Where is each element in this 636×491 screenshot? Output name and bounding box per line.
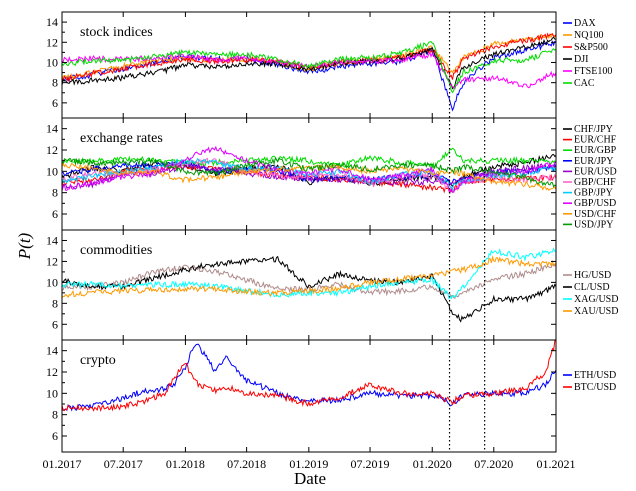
y-tick-label: 10	[46, 164, 58, 178]
legend-label: EUR/GBP	[574, 145, 617, 156]
panel-title: commodities	[80, 243, 152, 258]
series-line-CL/USD	[62, 255, 556, 323]
series-line-DJI	[62, 36, 556, 90]
legend-label: USD/JPY	[574, 219, 613, 230]
y-tick-label: 12	[46, 254, 58, 268]
x-tick-label: 01.2020	[413, 457, 452, 471]
series-line-USD/JPY	[62, 156, 556, 188]
series-line-CAC	[62, 41, 556, 94]
series-line-DAX	[62, 40, 556, 112]
event-markers	[448, 12, 486, 452]
legend-label: XAG/USD	[574, 294, 618, 305]
y-tick-label: 10	[46, 55, 58, 69]
series-group	[62, 340, 556, 412]
x-tick-label: 07.2018	[227, 457, 266, 471]
y-tick-label: 12	[46, 35, 58, 49]
x-tick-label: 01.2021	[537, 457, 576, 471]
y-tick-label: 8	[52, 186, 58, 200]
series-line-EUR/GBP	[62, 147, 556, 170]
x-tick-label: 07.2020	[474, 457, 513, 471]
series-line-HG/USD	[62, 263, 556, 300]
series-group	[62, 145, 556, 195]
legend-label: DJI	[574, 54, 588, 65]
panel-title: crypto	[80, 353, 116, 368]
y-tick-label: 12	[46, 143, 58, 157]
legend-label: EUR/JPY	[574, 156, 613, 167]
y-axis-label: P(t)	[15, 232, 34, 260]
y-tick-label: 8	[52, 408, 58, 422]
legend: CHF/JPYEUR/CHFEUR/GBPEUR/JPYEUR/USDGBP/C…	[563, 124, 617, 230]
legend-label: CAC	[574, 78, 595, 89]
x-tick-label: 07.2019	[351, 457, 390, 471]
y-tick-label: 8	[52, 296, 58, 310]
series-group	[62, 247, 556, 323]
y-tick-label: 14	[46, 122, 58, 136]
legend-label: BTC/USD	[574, 382, 616, 393]
panel-2: 6 8 10 12 14 commodities HG/USDCL/USDXAG/USDXA…	[46, 229, 618, 341]
legend-label: EUR/CHF	[574, 135, 617, 146]
series-line-BTC/USD	[62, 340, 556, 412]
series-line-XAU/USD	[62, 255, 556, 299]
legend-label: XAU/USD	[574, 306, 618, 317]
legend-label: CHF/JPY	[574, 124, 613, 135]
legend-label: GBP/JPY	[574, 188, 613, 199]
y-tick-label: 14	[46, 233, 58, 247]
x-axis-label: Date	[294, 469, 326, 488]
y-tick-label: 14	[46, 344, 58, 358]
x-tick-label: 01.2017	[43, 457, 82, 471]
legend-label: FTSE100	[574, 66, 612, 77]
panel-title: exchange rates	[80, 131, 163, 146]
x-tick-label: 01.2018	[166, 457, 205, 471]
x-tick-label: 01.2019	[289, 457, 328, 471]
panel-0: 6 8 10 12 14 stock indices DAXNQ100S&P500DJIFT…	[46, 11, 612, 119]
x-axis: 01.2017 07.2017 01.2018 07.2018 01.2019 07.20…	[43, 12, 576, 471]
y-tick-label: 14	[46, 15, 58, 29]
y-tick-label: 12	[46, 365, 58, 379]
y-tick-label: 6	[52, 96, 58, 110]
y-tick-label: 10	[46, 275, 58, 289]
panel-title: stock indices	[80, 25, 153, 40]
series-group	[62, 32, 556, 112]
y-tick-label: 6	[52, 429, 58, 443]
x-tick-label: 07.2017	[104, 457, 143, 471]
y-tick-label: 10	[46, 386, 58, 400]
series-line-USD/CHF	[62, 161, 556, 191]
legend-label: ETH/USD	[574, 370, 616, 381]
legend-label: GBP/CHF	[574, 177, 616, 188]
y-tick-label: 6	[52, 317, 58, 331]
legend-label: S&P500	[574, 42, 608, 53]
legend-label: HG/USD	[574, 270, 611, 281]
legend-label: EUR/USD	[574, 166, 617, 177]
legend-label: NQ100	[574, 30, 603, 41]
legend-label: DAX	[574, 18, 596, 29]
series-line-XAG/USD	[62, 247, 556, 301]
legend-label: GBP/USD	[574, 198, 616, 209]
legend-label: USD/CHF	[574, 209, 617, 220]
y-tick-label: 6	[52, 207, 58, 221]
y-tick-label: 8	[52, 76, 58, 90]
legend-label: CL/USD	[574, 282, 610, 293]
series-line-GBP/USD	[62, 145, 556, 195]
series-line-ETH/USD	[62, 343, 556, 412]
panels: 6 8 10 12 14 stock indices DAXNQ100S&P500DJIFT…	[46, 11, 618, 453]
